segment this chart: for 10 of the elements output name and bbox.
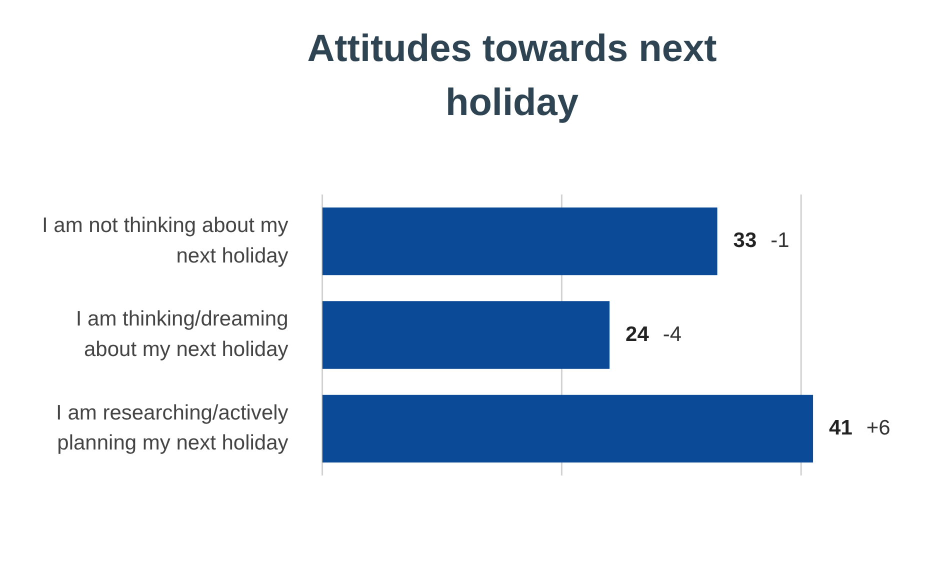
annotation: -1: [770, 229, 790, 252]
chart-title: Attitudes towards next holiday: [306, 27, 718, 126]
data-label: 41: [829, 416, 853, 440]
y-tick-label: I am not thinking about my next holiday: [42, 214, 289, 268]
y-tick-label: I am researching/actively planning my next holiday: [56, 401, 289, 455]
data-label: 33: [733, 229, 757, 252]
annotation: +6: [866, 416, 890, 440]
data-label: 24: [626, 322, 650, 346]
y-tick-label: I am thinking/dreaming about my next holiday: [76, 308, 289, 362]
annotation: -4: [662, 322, 682, 346]
